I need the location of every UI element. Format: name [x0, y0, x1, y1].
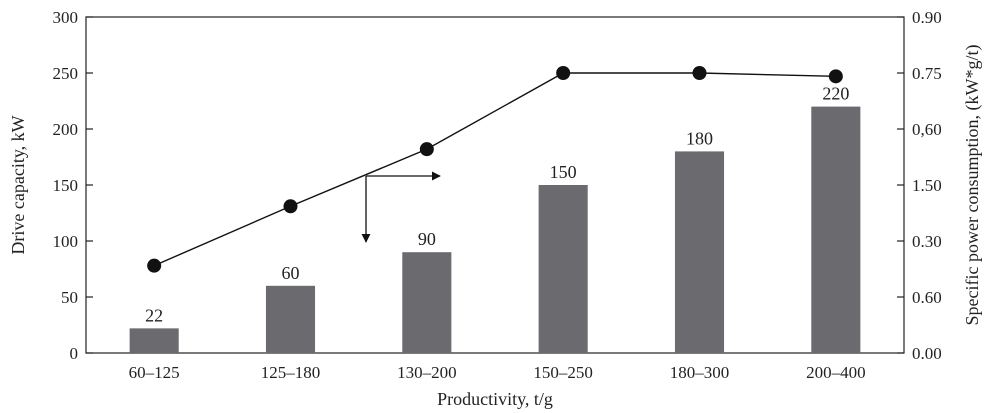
- y2-tick-label: 0.90: [912, 8, 942, 27]
- bar-value-label: 22: [145, 305, 163, 325]
- x-tick-label: 130–200: [397, 363, 457, 382]
- x-tick-label: 60–125: [129, 363, 180, 382]
- y-tick-label: 50: [61, 288, 78, 307]
- x-tick-label: 150–250: [533, 363, 593, 382]
- right-axis: 0.00 0.60 0.30 1.50 0,60 0.75 0.90: [897, 8, 942, 363]
- y2-tick-label: 0.30: [912, 232, 942, 251]
- x-tick-label: 200–400: [806, 363, 866, 382]
- y-tick-label: 300: [53, 8, 79, 27]
- bar: [265, 285, 316, 353]
- y2-tick-label: 0.60: [912, 288, 942, 307]
- line-point: [556, 66, 571, 80]
- line-series: [147, 66, 843, 273]
- bar: [402, 252, 452, 353]
- y2-axis-title: Specific power consumption, (kW*g/t): [962, 45, 983, 326]
- series-line: [153, 72, 836, 267]
- y2-tick-label: 0.75: [912, 64, 942, 83]
- bar: [129, 328, 179, 353]
- x-tick-label: 125–180: [261, 363, 321, 382]
- y2-tick-label: 0,60: [912, 120, 942, 139]
- line-point: [283, 199, 298, 214]
- bar-value-label: 180: [686, 128, 713, 148]
- line-point: [419, 142, 434, 157]
- bar-value-label: 90: [418, 229, 436, 249]
- left-axis: 0 50 100 150 200 250 300: [53, 8, 93, 363]
- bar-value-label: 220: [822, 84, 849, 104]
- x-tick-label: 180–300: [670, 363, 730, 382]
- y2-tick-label: 0.00: [912, 344, 942, 363]
- y-tick-label: 250: [53, 64, 79, 83]
- plot-frame: [85, 16, 905, 354]
- axis-indicator-arrows: [361, 171, 441, 243]
- y-tick-label: 200: [53, 120, 79, 139]
- bar: [811, 106, 861, 353]
- bar-value-label: 150: [550, 162, 577, 182]
- bar-series: 22 60 90 150 180 220: [129, 84, 861, 353]
- y-tick-label: 0: [70, 344, 79, 363]
- line-point: [147, 258, 162, 273]
- line-point: [828, 69, 843, 84]
- bar: [538, 185, 588, 353]
- line-point: [692, 66, 707, 80]
- bar-value-label: 60: [282, 263, 300, 283]
- y2-tick-label: 1.50: [912, 176, 942, 195]
- y-tick-label: 150: [53, 176, 79, 195]
- y-tick-label: 100: [53, 232, 79, 251]
- y-axis-title: Drive capacity, kW: [8, 115, 28, 254]
- x-axis-title: Productivity, t/g: [437, 389, 553, 409]
- bar: [674, 151, 725, 353]
- x-axis: 60–125 125–180 130–200 150–250 180–300 200–40…: [129, 346, 866, 382]
